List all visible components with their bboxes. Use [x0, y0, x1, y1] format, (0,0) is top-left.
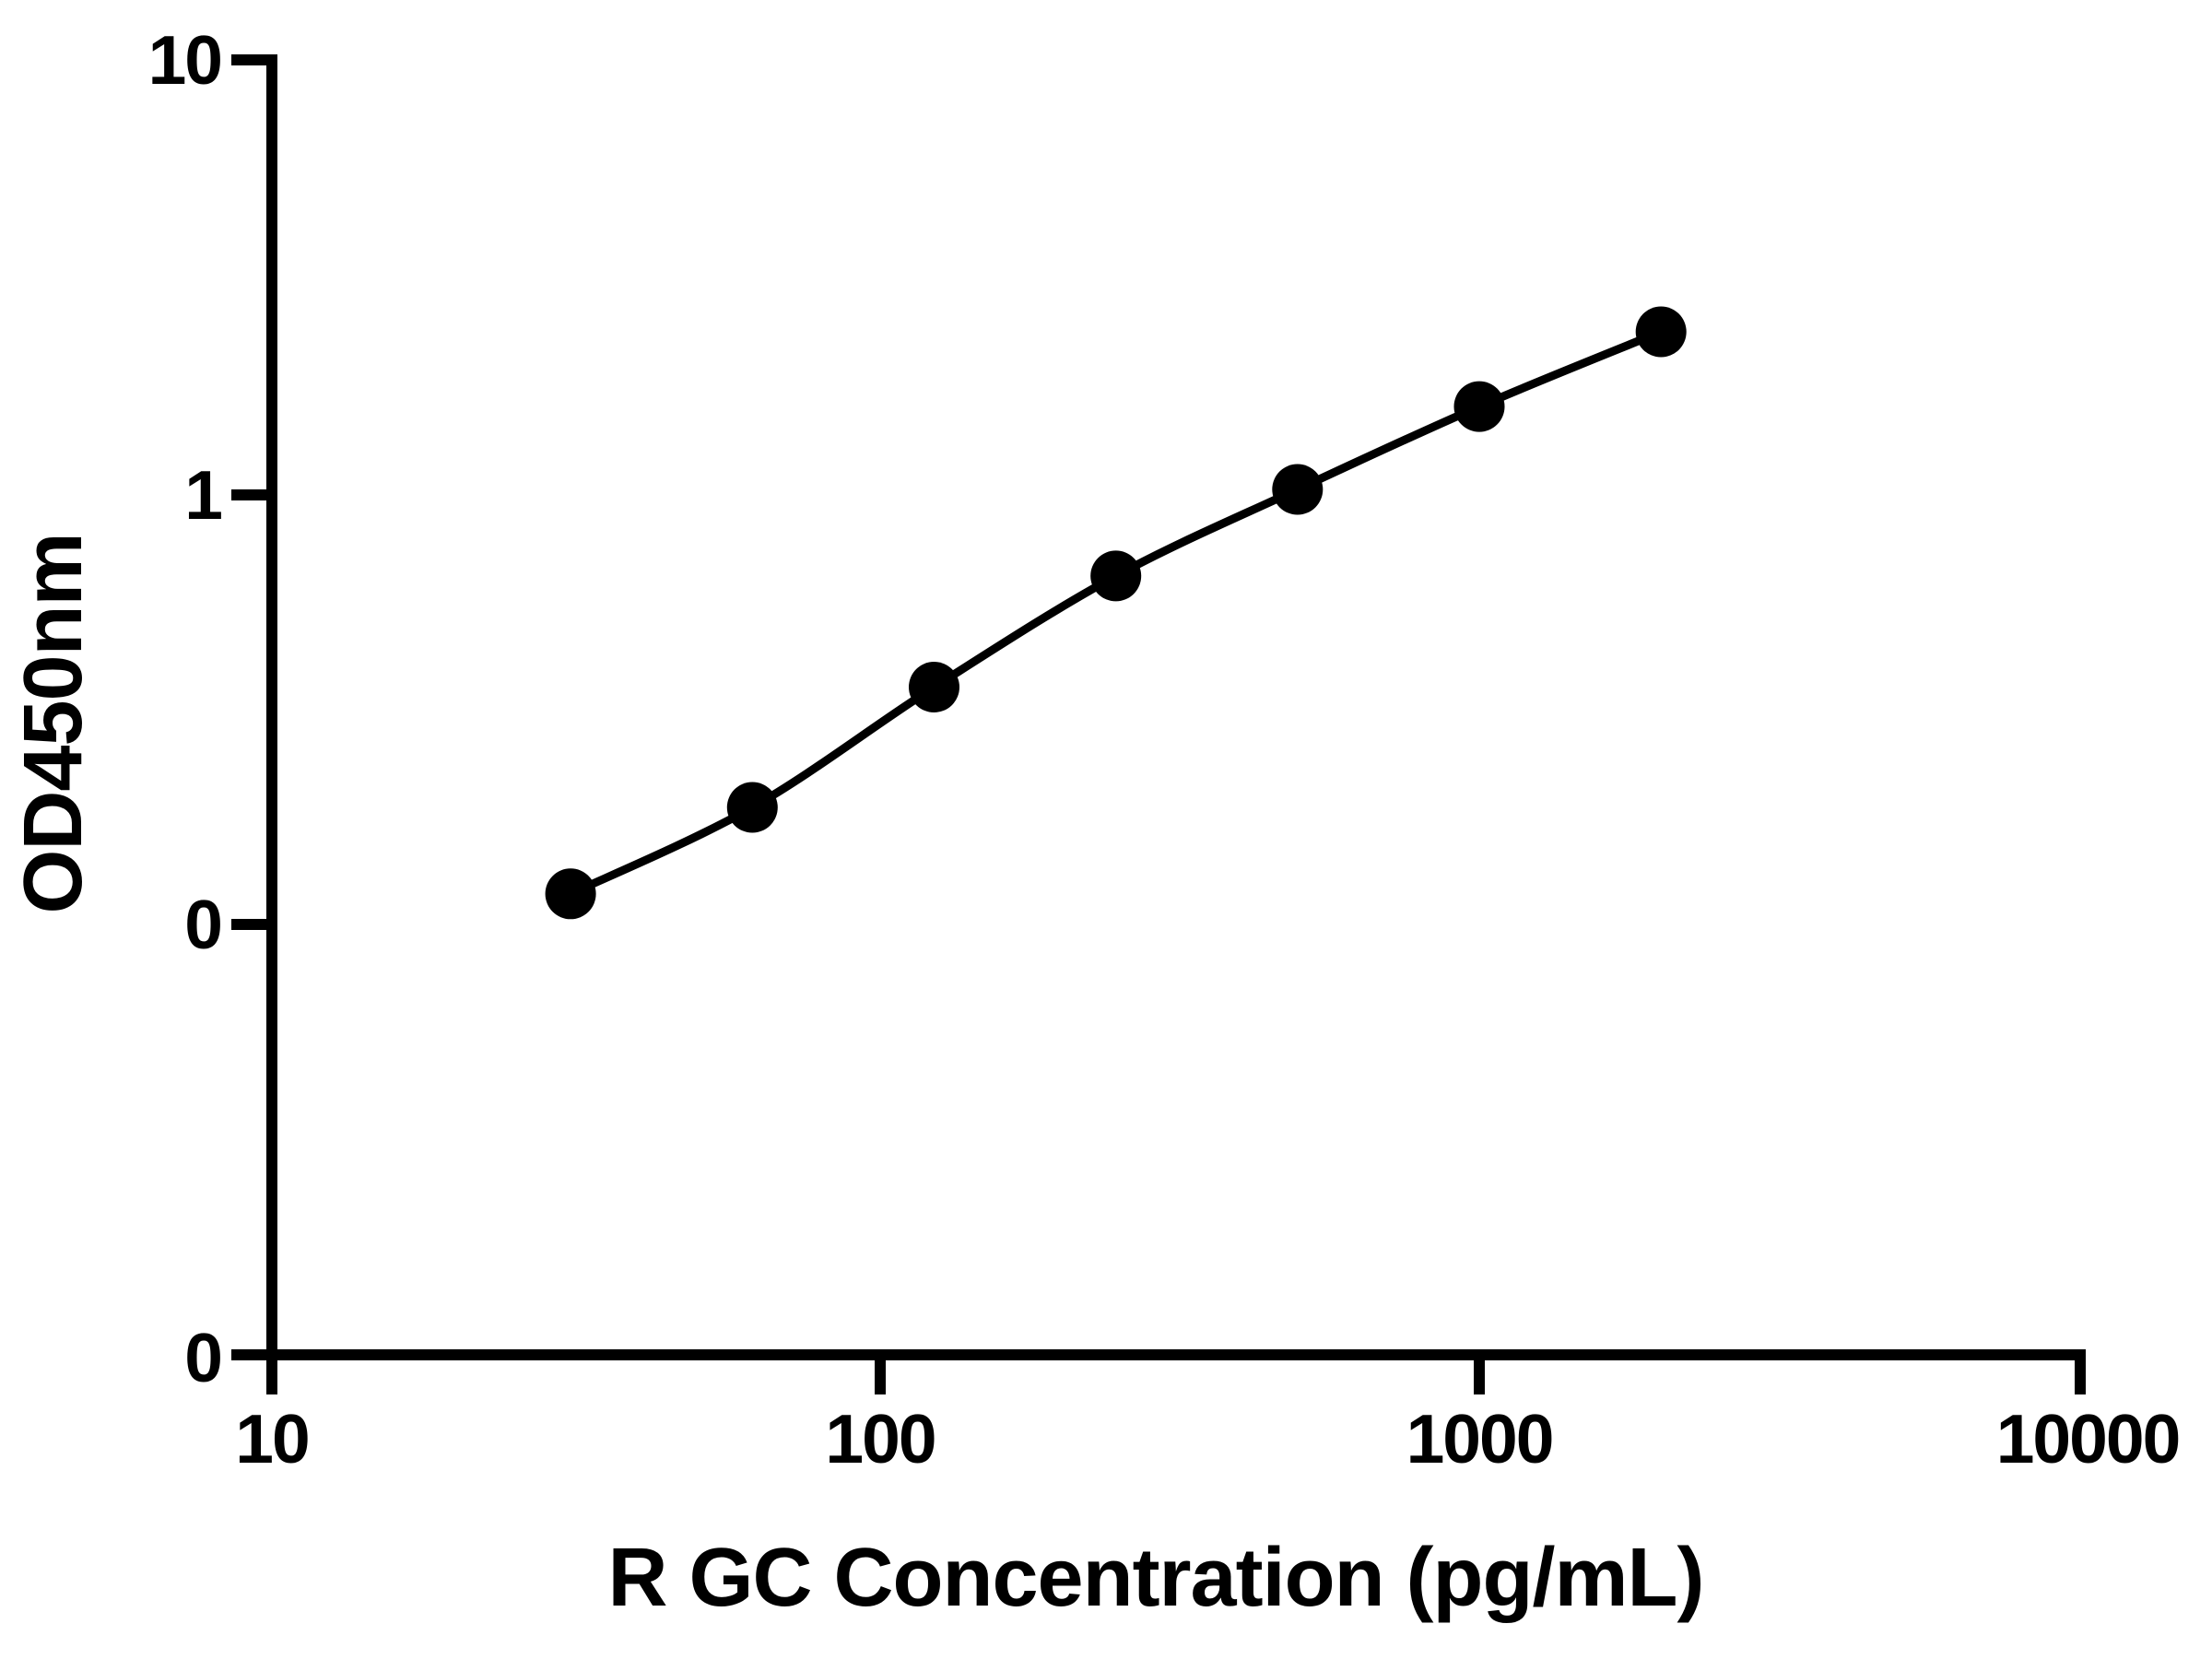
- data-point: [1272, 464, 1324, 515]
- y-axis-title: OD450nm: [7, 533, 100, 913]
- x-axis-title: R GC Concentration (pg/mL): [608, 1532, 1704, 1624]
- data-point: [1453, 381, 1505, 432]
- data-point: [1090, 550, 1142, 602]
- y-tick-label: 10: [148, 21, 221, 99]
- data-point: [726, 782, 778, 833]
- x-tick-label: 10: [235, 1400, 308, 1477]
- data-point: [909, 662, 959, 712]
- y-tick-label: 1: [184, 456, 221, 534]
- axis-ticks: [231, 489, 1485, 1394]
- data-point: [545, 868, 596, 920]
- axis-frame: [231, 54, 2086, 1394]
- data-series: [545, 306, 1687, 920]
- x-tick-label: 1000: [1406, 1400, 1553, 1477]
- y-tick-label: 0: [184, 886, 221, 963]
- y-tick-label: 0: [184, 1319, 221, 1396]
- data-point: [1635, 306, 1687, 358]
- axes: [231, 54, 2086, 1394]
- x-tick-label: 100: [825, 1400, 935, 1477]
- x-tick-label: 10000: [1996, 1400, 2180, 1477]
